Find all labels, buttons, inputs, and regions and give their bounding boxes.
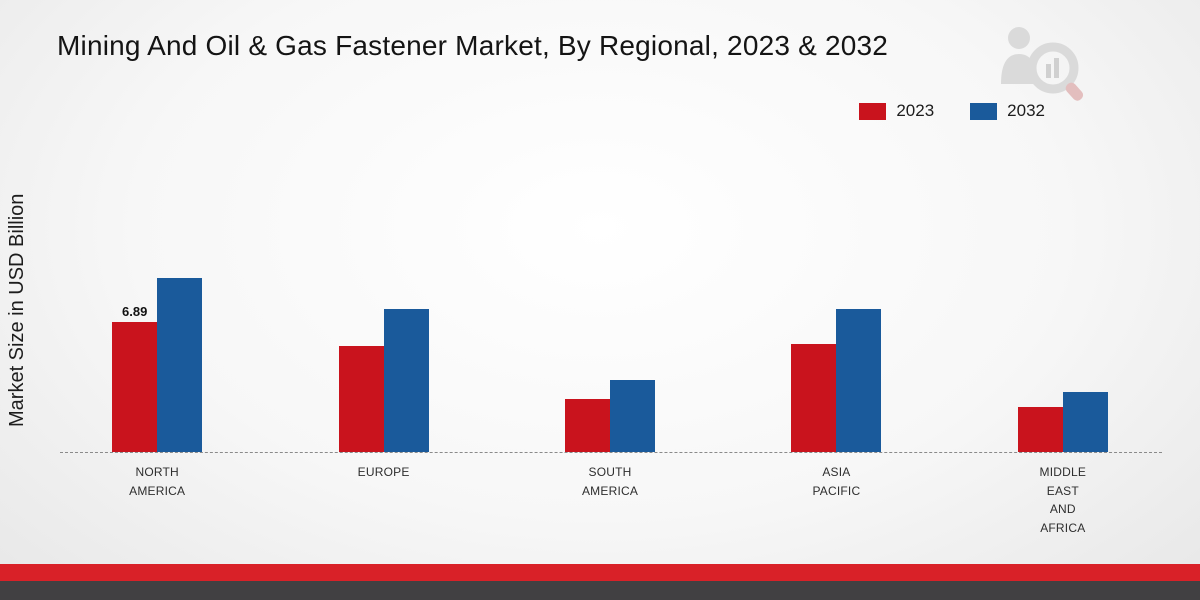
chart-title: Mining And Oil & Gas Fastener Market, By… <box>57 30 889 61</box>
legend: 2023 2032 <box>859 101 1045 121</box>
category-label: EUROPE <box>357 465 410 479</box>
bar-2023 <box>1017 406 1063 452</box>
footer-dark-stripe <box>0 581 1200 600</box>
bar-2023 <box>338 346 384 452</box>
bar-wrap <box>791 344 837 452</box>
magnifier-person-icon <box>1001 27 1084 101</box>
bar-wrap: 6.89 <box>112 304 158 452</box>
bar-wrap <box>610 380 656 452</box>
bar-2032 <box>1062 391 1108 452</box>
legend-item-2032: 2032 <box>970 101 1045 121</box>
footer-red-stripe <box>0 564 1200 581</box>
y-axis-label: Market Size in USD Billion <box>6 193 28 427</box>
bar-2023 <box>565 399 611 452</box>
bar-wrap <box>836 308 882 452</box>
legend-swatch-2023 <box>859 102 887 120</box>
legend-item-2023: 2023 <box>859 101 934 121</box>
category-label: ASIA PACIFIC <box>812 465 861 498</box>
legend-label-2023: 2023 <box>896 101 935 120</box>
x-axis-baseline <box>60 452 1162 453</box>
bar-group: SOUTH AMERICA <box>497 150 723 537</box>
bar-group: MIDDLE EAST AND AFRICA <box>950 150 1176 537</box>
bar-pair <box>565 150 656 452</box>
category-label: SOUTH AMERICA <box>581 465 639 498</box>
bar-wrap <box>157 278 203 452</box>
legend-label-2032: 2032 <box>1007 101 1045 120</box>
category-label: NORTH AMERICA <box>129 465 186 498</box>
bar-pair <box>338 150 429 452</box>
bar-wrap <box>383 308 429 452</box>
bar-2023 <box>112 322 158 452</box>
legend-swatch-2032 <box>970 102 998 120</box>
bar-pair <box>791 150 882 452</box>
bar-value-label: 6.89 <box>122 304 148 319</box>
bar-group: EUROPE <box>270 150 496 537</box>
category-label: MIDDLE EAST AND AFRICA <box>1039 465 1087 535</box>
bar-wrap <box>1062 391 1108 452</box>
bar-2032 <box>383 308 429 452</box>
bar-wrap <box>338 346 384 452</box>
bar-2032 <box>836 308 882 452</box>
plot-area: 6.89 NORTH AMERICA EUROPE SOUTH AMERICA ASIA PA… <box>44 150 1176 537</box>
bar-wrap <box>565 399 611 452</box>
bar-wrap <box>1017 406 1063 452</box>
bar-2032 <box>157 278 203 452</box>
bar-2032 <box>610 380 656 452</box>
brand-watermark-logo <box>993 22 1088 112</box>
bar-2023 <box>791 344 837 452</box>
bar-pair <box>1017 150 1108 452</box>
bar-group: 6.89 NORTH AMERICA <box>44 150 270 537</box>
bar-pair: 6.89 <box>112 150 203 452</box>
bar-group: ASIA PACIFIC <box>723 150 949 537</box>
